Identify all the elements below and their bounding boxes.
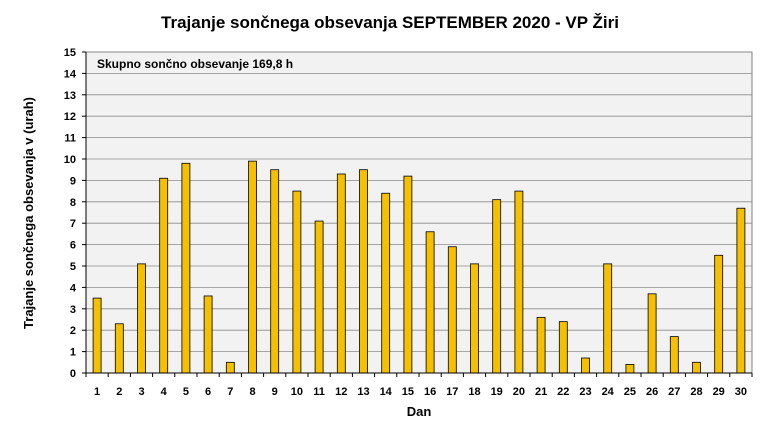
bar-day-19	[492, 199, 502, 374]
bar-day-3	[137, 263, 146, 374]
bar-day-24	[603, 263, 613, 374]
y-tick-label: 9	[70, 175, 76, 187]
bar-day-1	[92, 297, 102, 374]
y-tick-label: 13	[64, 90, 76, 102]
x-tick-label: 28	[690, 386, 702, 398]
bar-day-25	[625, 364, 635, 374]
x-tick-label: 25	[624, 386, 636, 398]
bar-day-23	[581, 357, 590, 374]
bar-day-5	[181, 162, 191, 374]
bar-day-14	[381, 192, 391, 374]
bar-day-16	[425, 231, 435, 374]
bar-day-27	[669, 336, 679, 374]
bar-day-28	[692, 361, 701, 374]
x-axis-label: Dan	[407, 404, 432, 419]
x-tick-label: 26	[646, 386, 658, 398]
total-annotation: Skupno sončno obsevanje 169,8 h	[97, 57, 293, 71]
x-tick-label: 2	[116, 386, 122, 398]
x-tick-label: 17	[446, 386, 458, 398]
y-tick-label: 14	[64, 68, 77, 80]
x-tick-label: 5	[183, 386, 189, 398]
bar-day-18	[470, 263, 479, 374]
y-tick-label: 1	[70, 347, 76, 359]
x-tick-label: 22	[557, 386, 569, 398]
bar-day-30	[736, 207, 746, 374]
x-tick-label: 23	[579, 386, 591, 398]
y-tick-label: 12	[64, 111, 76, 123]
chart-title: Trajanje sončnega obsevanja SEPTEMBER 20…	[161, 13, 619, 32]
bar-day-6	[203, 295, 213, 374]
y-tick-label: 0	[70, 368, 76, 380]
bar-day-13	[359, 169, 368, 374]
bar-day-10	[292, 190, 302, 374]
bar-day-7	[225, 361, 235, 374]
y-tick-label: 10	[64, 154, 76, 166]
x-tick-label: 4	[161, 386, 168, 398]
x-tick-label: 8	[249, 386, 255, 398]
x-tick-label: 29	[713, 386, 725, 398]
x-tick-label: 7	[227, 386, 233, 398]
bar-day-12	[336, 173, 346, 374]
y-tick-label: 7	[70, 218, 76, 230]
x-tick-label: 27	[668, 386, 680, 398]
x-tick-label: 14	[380, 386, 393, 398]
x-tick-label: 10	[291, 386, 303, 398]
bar-day-17	[447, 246, 457, 374]
bar-day-22	[558, 321, 568, 374]
x-tick-label: 30	[735, 386, 747, 398]
x-tick-label: 19	[491, 386, 503, 398]
bar-day-21	[536, 316, 546, 374]
bar-day-20	[514, 190, 524, 374]
bar-day-11	[314, 220, 324, 374]
bar-day-26	[647, 293, 657, 374]
y-tick-label: 15	[64, 47, 76, 59]
y-tick-label: 2	[70, 325, 76, 337]
y-tick-label: 6	[70, 240, 76, 252]
bar-day-29	[714, 254, 724, 374]
y-axis-label: Trajanje sončnega obsevanja v (urah)	[21, 97, 36, 329]
x-tick-label: 20	[513, 386, 525, 398]
x-tick-label: 18	[468, 386, 480, 398]
bar-day-9	[270, 169, 280, 374]
x-axis-ticks: 1 2 3 4 5 6 7 8 9 10 11 12 13 14 15 16 17 18 19 20 21 22 23 24 2…	[85, 373, 753, 398]
x-tick-label: 1	[94, 386, 100, 398]
bars	[92, 160, 746, 374]
bar-day-2	[114, 323, 124, 374]
y-tick-label: 8	[70, 197, 76, 209]
x-tick-label: 6	[205, 386, 211, 398]
x-tick-label: 11	[313, 386, 325, 398]
y-tick-label: 5	[70, 261, 76, 273]
x-tick-label: 15	[402, 386, 414, 398]
y-tick-label: 11	[64, 133, 76, 145]
y-tick-label: 3	[70, 304, 76, 316]
x-tick-label: 24	[602, 386, 615, 398]
grid-lines	[86, 51, 752, 353]
x-tick-label: 9	[272, 386, 278, 398]
x-tick-label: 12	[335, 386, 347, 398]
bar-day-4	[159, 177, 169, 374]
bar-day-8	[248, 160, 257, 374]
x-tick-label: 21	[535, 386, 547, 398]
x-tick-label: 13	[357, 386, 369, 398]
y-tick-label: 4	[70, 282, 77, 294]
x-tick-label: 3	[138, 386, 144, 398]
plot-area	[85, 51, 753, 374]
x-tick-label: 16	[424, 386, 436, 398]
bar-day-15	[403, 175, 413, 374]
